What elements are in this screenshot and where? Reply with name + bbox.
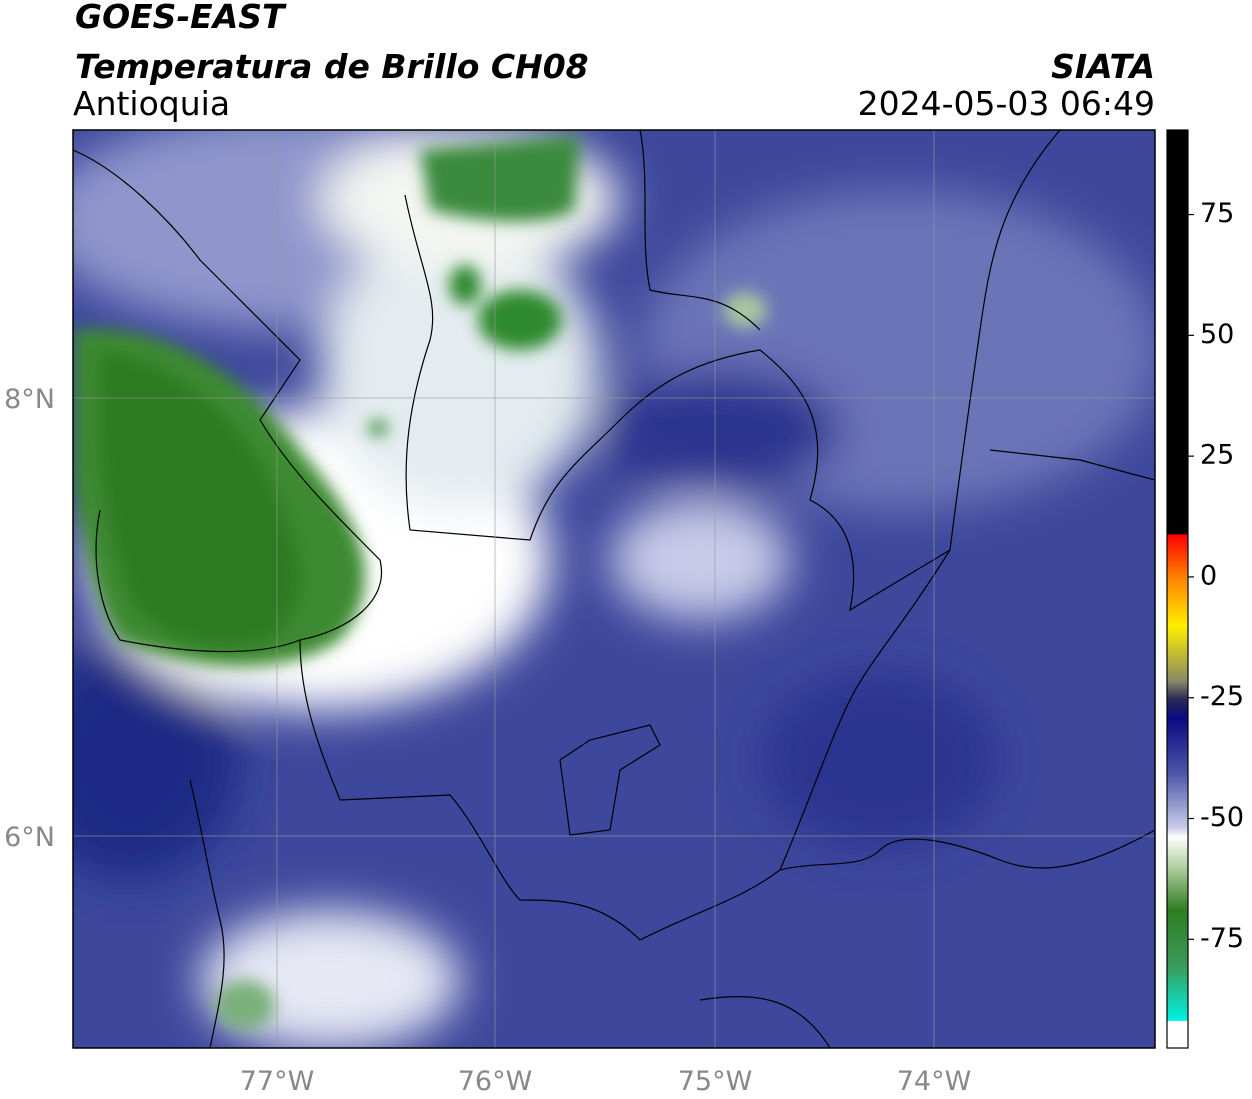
lon-label: 76°W [458,1066,533,1097]
graticule [73,130,1155,1048]
colorbar-tick-label: 25 [1200,440,1234,471]
colorbar [1166,129,1189,1049]
colorbar-tick-label: 0 [1200,560,1217,591]
borders [73,130,1155,1048]
lon-label: 75°W [678,1066,753,1097]
lon-label: 74°W [897,1066,972,1097]
colorbar-tick-label: -50 [1200,802,1244,833]
colorbar-tick-label: 75 [1200,198,1234,229]
satellite-image [73,130,1155,1048]
map-frame [72,129,1156,1049]
region-title: Antioquia [73,84,230,123]
datetime: 2024-05-03 06:49 [858,84,1155,123]
colorbar-tick-label: 50 [1200,319,1234,350]
lon-label: 77°W [240,1066,315,1097]
colorbar-tick-label: -75 [1200,923,1244,954]
lat-label: 6°N [4,822,55,853]
product-title: Temperatura de Brillo CH08 [75,47,589,86]
satellite-title: GOES-EAST [75,0,287,36]
colorbar-tick-label: -25 [1200,681,1244,712]
agency-title: SIATA [1051,47,1155,86]
lat-label: 8°N [4,384,55,415]
